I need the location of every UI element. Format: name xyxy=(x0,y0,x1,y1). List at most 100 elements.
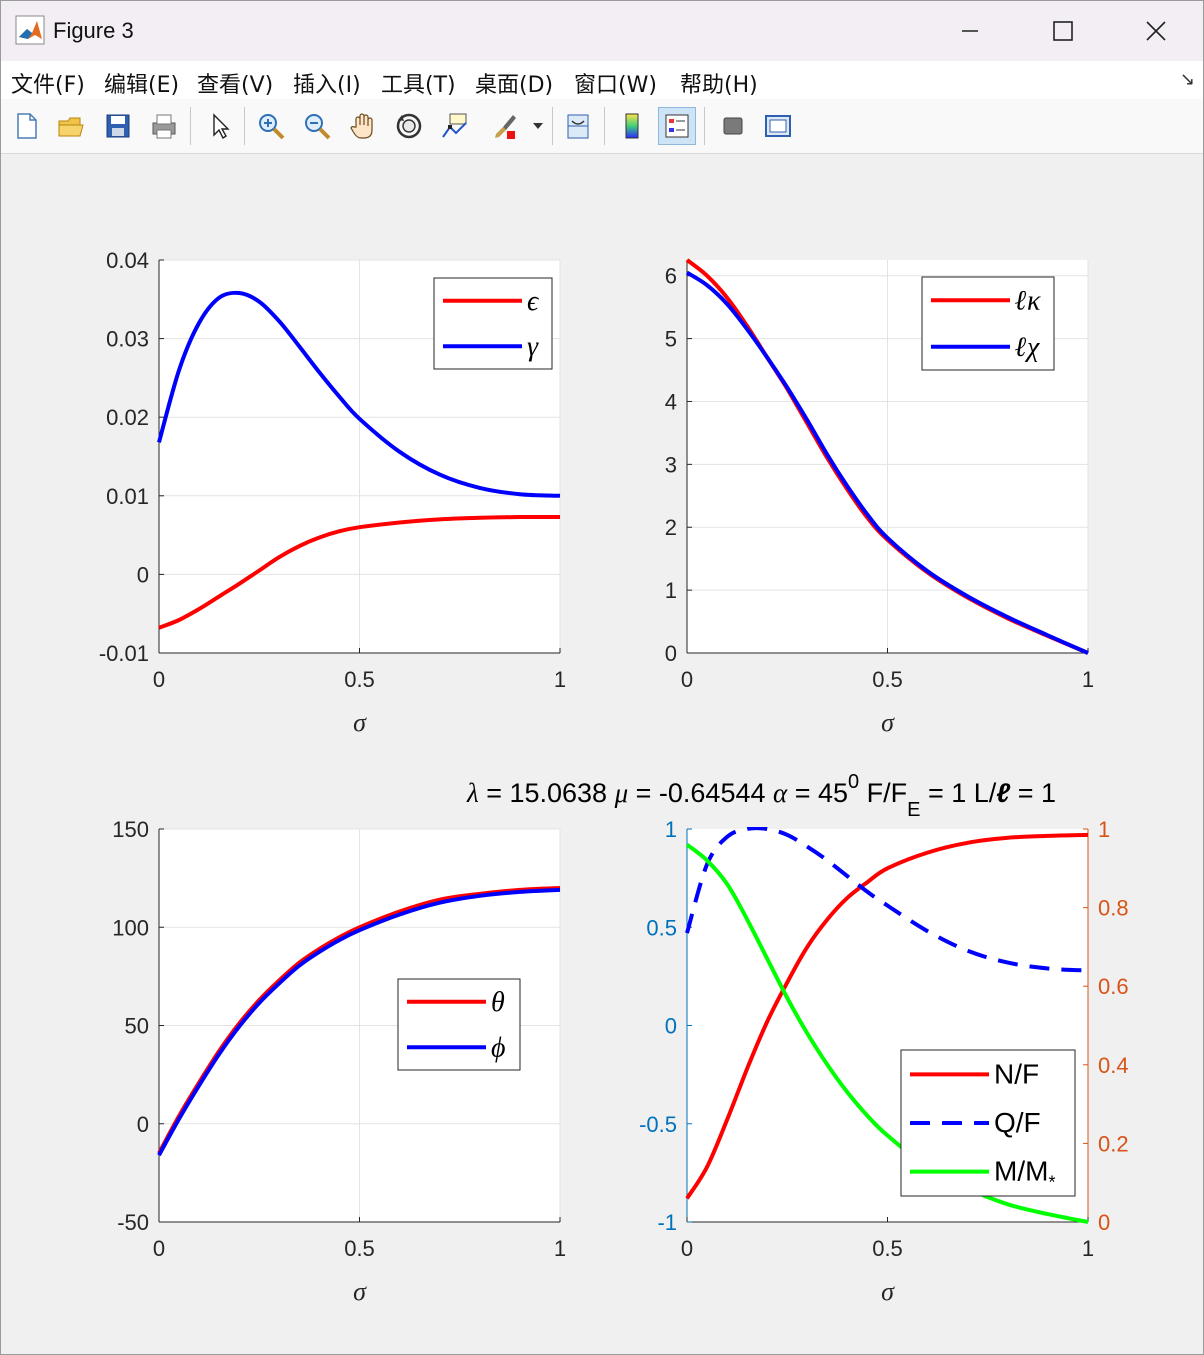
dock-arrow-icon[interactable]: ↘ xyxy=(1179,69,1195,89)
legend-label: θ xyxy=(491,987,505,1018)
maximize-icon xyxy=(1053,21,1073,41)
title-mu-value: = -0.64544 xyxy=(628,778,773,808)
legend-label: ℓχ xyxy=(1014,332,1040,363)
title-alpha-value: = 45 xyxy=(787,778,848,808)
y-tick-label: 0.04 xyxy=(106,248,149,273)
y-tick-label: 50 xyxy=(125,1014,149,1039)
y-tick-label: 0.02 xyxy=(106,405,149,430)
title-lambda-symbol: λ xyxy=(466,778,479,808)
x-axis-label: σ xyxy=(881,1277,895,1306)
legend-label: ℓκ xyxy=(1014,285,1041,316)
menu-help[interactable]: 帮助(H) xyxy=(680,73,758,98)
menu-window[interactable]: 窗口(W) xyxy=(574,73,657,98)
brush-icon xyxy=(495,115,516,139)
pan-icon xyxy=(350,113,373,139)
open-file-button[interactable] xyxy=(52,107,90,145)
title-force-subscript: E xyxy=(907,799,920,821)
legend-label: N/F xyxy=(994,1058,1039,1089)
colorbar-button[interactable] xyxy=(613,107,651,145)
toolbar-separator xyxy=(604,107,605,145)
hide-plot-tools-button[interactable] xyxy=(714,107,752,145)
legend-text: M/M xyxy=(994,1156,1048,1187)
legend-label: M/M* xyxy=(994,1156,1055,1193)
window-title: Figure 3 xyxy=(53,18,134,43)
y-tick-label: 150 xyxy=(112,817,149,842)
x-tick-label: 0.5 xyxy=(344,667,375,692)
y-tick-label: 4 xyxy=(665,389,677,414)
series-line-1 xyxy=(157,290,561,498)
y-tick-label: 0.01 xyxy=(106,484,149,509)
new-figure-button[interactable] xyxy=(7,107,45,145)
maximize-button[interactable] xyxy=(1040,9,1086,53)
series-line-0 xyxy=(158,514,561,630)
title-bar: Figure 3 xyxy=(1,1,1203,61)
y-tick-label: 0 xyxy=(665,641,677,666)
show-plot-tools-button[interactable] xyxy=(759,107,797,145)
pointer-button[interactable] xyxy=(201,107,239,145)
print-button[interactable] xyxy=(145,107,183,145)
legend-label: ϕ xyxy=(491,1032,506,1063)
legend-label: Q/F xyxy=(994,1107,1041,1138)
series-line-1 xyxy=(685,270,1089,655)
legend[interactable]: N/F Q/F M/M* xyxy=(900,1049,1076,1197)
menu-view[interactable]: 查看(V) xyxy=(197,73,274,98)
data-cursor-button[interactable] xyxy=(436,107,474,145)
x-tick-label: 0.5 xyxy=(872,667,903,692)
series-line-2 xyxy=(685,843,1089,1224)
data-cursor-icon xyxy=(442,113,467,138)
toolbar xyxy=(1,99,1203,154)
legend[interactable]: ℓκ ℓχ xyxy=(921,276,1055,371)
menu-insert[interactable]: 插入(I) xyxy=(293,73,361,98)
title-ell-symbol: ℓ xyxy=(996,778,1011,808)
menu-file[interactable]: 文件(F) xyxy=(11,73,85,98)
y-tick-label: 6 xyxy=(665,264,677,289)
brush-button[interactable] xyxy=(485,107,523,145)
y-right-tick-label: 0.6 xyxy=(1098,974,1129,999)
y-tick-label: 5 xyxy=(665,327,677,352)
legend-label: γ xyxy=(527,331,539,362)
zoom-out-button[interactable] xyxy=(298,107,336,145)
zoom-in-button[interactable] xyxy=(252,107,290,145)
x-tick-label: 0 xyxy=(681,667,693,692)
link-plot-button[interactable] xyxy=(559,107,597,145)
x-axis-label: σ xyxy=(881,708,895,737)
legend-label: ϵ xyxy=(527,286,540,317)
legend-symbol: χ xyxy=(1024,332,1040,363)
title-alpha-symbol: α xyxy=(773,778,788,808)
brush-dropdown-button[interactable] xyxy=(529,107,547,145)
x-tick-label: 0 xyxy=(153,1236,165,1261)
menu-edit[interactable]: 编辑(E) xyxy=(104,73,180,98)
legend[interactable]: ϵγ xyxy=(433,277,553,370)
pan-button[interactable] xyxy=(344,107,382,145)
close-button[interactable] xyxy=(1133,9,1179,53)
y-right-tick-label: 1 xyxy=(1098,817,1110,842)
legend-button[interactable] xyxy=(658,107,696,145)
legend[interactable]: θϕ xyxy=(397,978,521,1071)
colorbar-icon xyxy=(625,113,639,139)
legend-box xyxy=(433,277,553,370)
rotate-button[interactable] xyxy=(390,107,428,145)
toolbar-separator xyxy=(704,107,705,145)
menu-desktop[interactable]: 桌面(D) xyxy=(475,73,554,98)
show-plot-tools-icon xyxy=(765,115,791,137)
x-tick-label: 0.5 xyxy=(344,1236,375,1261)
figure-title: λ = 15.0638 μ = -0.64544 α = 450 F/FE = … xyxy=(466,771,1056,821)
menu-tools[interactable]: 工具(T) xyxy=(381,73,456,98)
print-icon xyxy=(152,114,176,139)
close-icon xyxy=(1146,21,1166,41)
series-line-1 xyxy=(685,827,1089,973)
minimize-button[interactable] xyxy=(947,9,993,53)
save-icon xyxy=(106,114,130,138)
axes-bottom-right[interactable]: 0 0.5 1-1-0.500.5100.20.40.60.81σN/FQ/FM/M… xyxy=(639,817,1129,1306)
y-tick-label: 1 xyxy=(665,817,677,842)
title-length-value: = 1 xyxy=(1010,778,1056,808)
y-tick-label: 3 xyxy=(665,452,677,477)
legend-icon xyxy=(665,114,689,138)
new-figure-icon xyxy=(17,113,37,139)
y-tick-label: 1 xyxy=(665,578,677,603)
title-force-value: = 1 L/ xyxy=(920,778,996,808)
save-button[interactable] xyxy=(99,107,137,145)
